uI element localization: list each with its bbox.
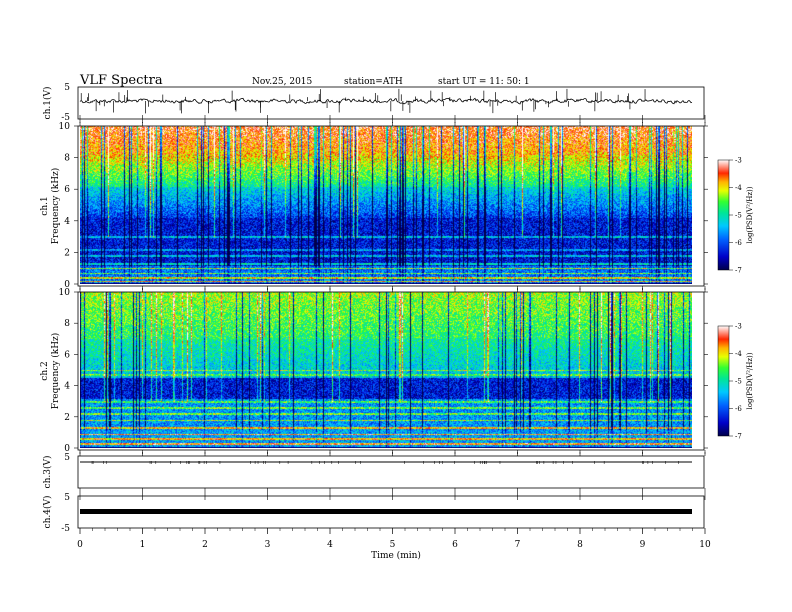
ch2-spectrogram-image: [80, 292, 692, 448]
ch4-ytick-bottom: -5: [61, 524, 70, 534]
time-axis: 0 1 2 3 4 5 6 7 8 9 10: [77, 528, 711, 550]
station-label: station=ATH: [344, 77, 403, 87]
ch2-spectrogram-ylabel-frequency: Frequency (kHz): [50, 333, 61, 410]
figure-title: VLF Spectra: [79, 73, 163, 88]
time-axis-tick-label: 5: [390, 540, 396, 550]
colorbar-tick-label: -3: [735, 323, 742, 331]
frequency-tick-label: 0: [64, 280, 70, 290]
ch1-waveform-trace: [79, 88, 693, 114]
colorbar-tick-label: -4: [735, 184, 742, 192]
ch4-waveform-xticks: [79, 492, 706, 500]
time-axis-tick-label: 3: [265, 540, 271, 550]
time-axis-tick-label: 2: [202, 540, 208, 550]
ch4-waveform-trace: [80, 509, 692, 514]
ch1-spectrogram-panel: 0 2 4 6 8 10 ch.1 Frequency (kHz): [40, 122, 708, 290]
colorbar-tick-label: -3: [735, 157, 742, 165]
frequency-tick-label: 2: [64, 248, 70, 258]
start-time-label: start UT = 11: 50: 1: [438, 77, 530, 87]
time-axis-tick-label: 9: [640, 540, 646, 550]
ch3-ytick-top: 5: [64, 453, 70, 463]
ch2-colorbar-ticks: -3 -4 -5 -6 -7: [729, 323, 742, 441]
ch1-spectrogram-image: [80, 126, 692, 284]
frequency-tick-label: 4: [64, 217, 70, 227]
ch3-waveform-frame: [77, 455, 705, 489]
ch1-spectrogram-ylabel-frequency: Frequency (kHz): [50, 168, 61, 245]
ch1-spectrogram-frame: [77, 125, 705, 287]
ch1-colorbar: -3 -4 -5 -6 -7 log(PSD(V²/Hz)): [717, 157, 754, 275]
ch2-spectrogram-frame: [77, 291, 705, 451]
time-axis-label: Time (min): [371, 550, 421, 561]
frequency-tick-label: 10: [59, 122, 71, 132]
ch4-ytick-top: 5: [64, 493, 70, 503]
time-axis-tick-label: 8: [577, 540, 583, 550]
ch1-spectrogram-yticks: 0 2 4 6 8 10: [59, 122, 708, 290]
ch2-spectrogram-yticks: 0 2 4 6 8 10: [59, 288, 708, 454]
time-axis-tick-label: 10: [699, 540, 711, 550]
colorbar-tick-label: -6: [735, 405, 742, 413]
frequency-tick-label: 4: [64, 382, 70, 392]
frequency-tick-label: 10: [59, 288, 71, 298]
date-label: Nov.25, 2015: [252, 77, 313, 87]
time-axis-tick-label: 0: [77, 540, 83, 550]
ch4-waveform-panel: 5 -5 ch.4(V): [42, 492, 706, 534]
ch2-spectrogram-ylabel-channel: ch.2: [40, 361, 50, 380]
ch2-colorbar: -3 -4 -5 -6 -7 log(PSD(V²/Hz)): [717, 323, 754, 441]
figure-header: VLF Spectra Nov.25, 2015 station=ATH sta…: [79, 73, 530, 88]
ch1-waveform-ylabel: ch.1(V): [42, 87, 53, 120]
frequency-tick-label: 8: [64, 154, 70, 164]
ch3-waveform-panel: 5 ch.3(V): [42, 452, 706, 492]
ch3-waveform-spikes: [91, 461, 679, 464]
colorbar-tick-label: -6: [735, 239, 742, 247]
colorbar-tick-label: -7: [735, 267, 742, 275]
ch2-colorbar-label: log(PSD(V²/Hz)): [746, 352, 754, 409]
frequency-tick-label: 6: [64, 350, 70, 360]
ch4-waveform-ylabel: ch.4(V): [42, 496, 53, 529]
frequency-tick-label: 2: [64, 413, 70, 423]
ch4-waveform-frame: [77, 495, 705, 529]
ch1-waveform-frame: [77, 86, 705, 120]
colorbar-tick-label: -7: [735, 433, 742, 441]
ch1-colorbar-label: log(PSD(V²/Hz)): [746, 186, 754, 243]
time-axis-tick-label: 7: [515, 540, 521, 550]
ch1-colorbar-ticks: -3 -4 -5 -6 -7: [729, 157, 742, 275]
ch1-noise-line: [79, 97, 693, 105]
ch2-colorbar-gradient: [717, 325, 730, 437]
frequency-tick-label: 8: [64, 319, 70, 329]
ch3-waveform-ylabel: ch.3(V): [42, 456, 53, 489]
colorbar-tick-label: -5: [735, 212, 742, 220]
time-axis-tick-label: 6: [452, 540, 458, 550]
frequency-tick-label: 0: [64, 444, 70, 454]
colorbar-tick-label: -5: [735, 378, 742, 386]
time-axis-tick-label: 1: [140, 540, 146, 550]
ch2-spectrogram-panel: 0 2 4 6 8 10 ch.2 Frequency (kHz): [40, 288, 708, 454]
ch1-spectrogram-ylabel-channel: ch.1: [40, 196, 50, 215]
ch1-colorbar-gradient: [717, 159, 730, 271]
time-axis-tick-label: 4: [327, 540, 333, 550]
ch1-ytick-bottom: -5: [61, 113, 70, 123]
ch1-ytick-top: 5: [64, 83, 70, 93]
colorbar-tick-label: -4: [735, 350, 742, 358]
ch1-waveform-panel: 5 -5 ch.1(V): [42, 83, 706, 123]
frequency-tick-label: 6: [64, 185, 70, 195]
ch3-waveform-xticks: [79, 452, 706, 492]
